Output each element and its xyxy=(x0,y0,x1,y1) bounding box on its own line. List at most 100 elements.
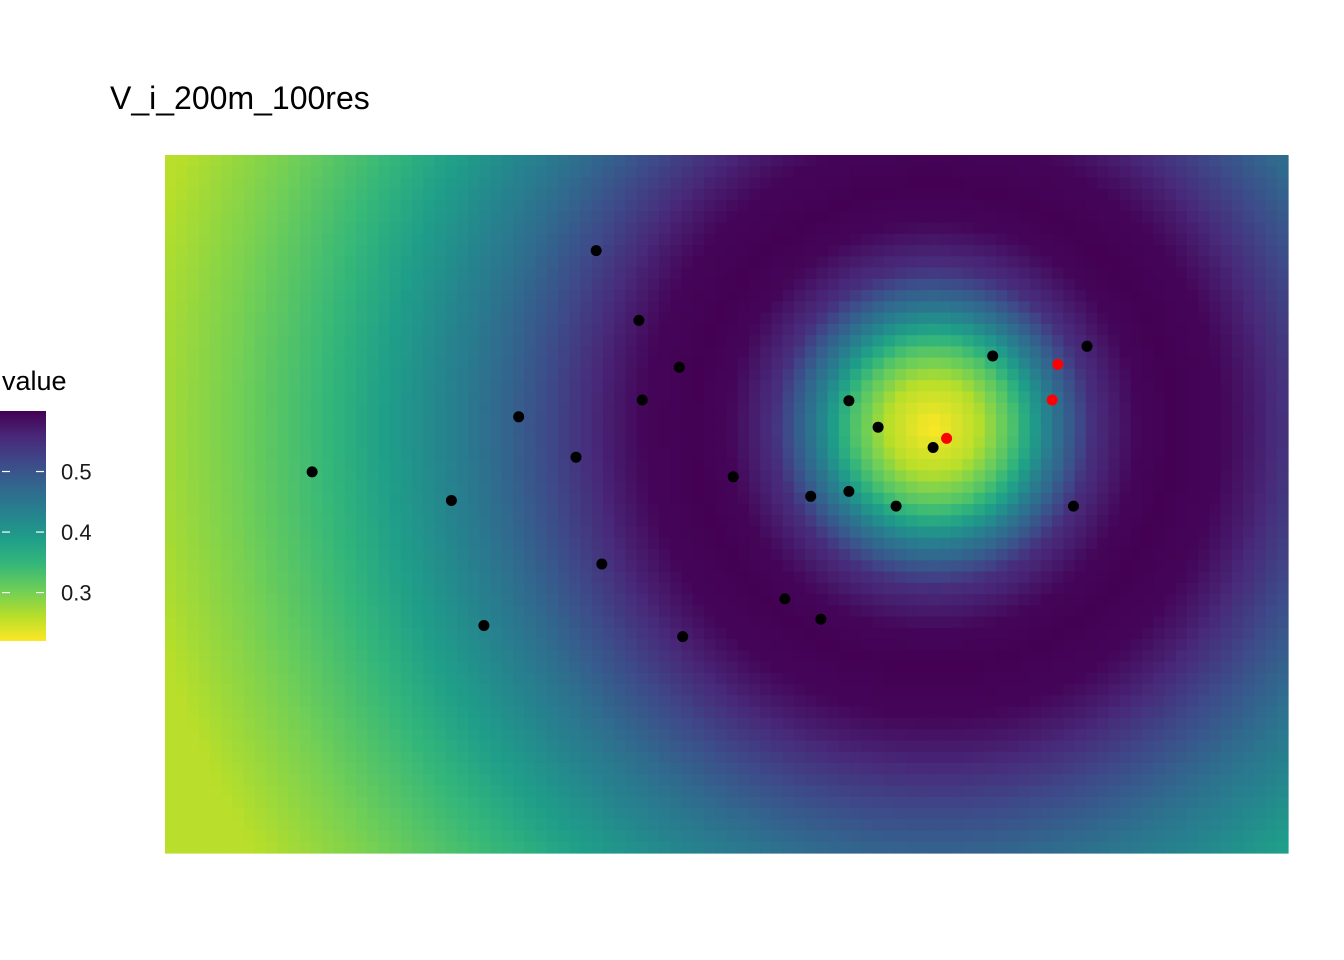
heatmap-cell xyxy=(996,188,1008,201)
heatmap-cell xyxy=(737,335,750,347)
heatmap-cell xyxy=(614,605,627,618)
heatmap-cell xyxy=(1265,211,1278,224)
heatmap-cell xyxy=(692,549,705,561)
heatmap-cell xyxy=(423,402,436,415)
heatmap-cell xyxy=(591,368,604,381)
heatmap-cell xyxy=(1029,695,1042,708)
heatmap-cell xyxy=(456,537,469,550)
heatmap-cell xyxy=(737,661,750,674)
heatmap-cell xyxy=(277,594,290,606)
heatmap-cell xyxy=(737,594,750,606)
heatmap-cell xyxy=(928,661,941,674)
heatmap-cell xyxy=(1254,391,1267,404)
heatmap-cell xyxy=(277,222,290,235)
heatmap-cell xyxy=(355,413,368,426)
heatmap-cell xyxy=(468,470,481,483)
heatmap-cell xyxy=(636,290,649,302)
heatmap-cell xyxy=(1018,312,1031,325)
heatmap-cell xyxy=(266,335,278,347)
heatmap-cell xyxy=(647,515,660,528)
heatmap-cell xyxy=(715,346,728,359)
heatmap-cell xyxy=(647,256,660,269)
heatmap-cell xyxy=(468,639,481,651)
heatmap-cell xyxy=(187,233,200,246)
heatmap-cell xyxy=(243,222,256,235)
heatmap-cell xyxy=(917,627,930,640)
heatmap-cell xyxy=(310,526,323,539)
heatmap-cell xyxy=(1108,605,1121,618)
heatmap-cell xyxy=(939,492,952,505)
heatmap-cell xyxy=(355,436,368,449)
heatmap-cell xyxy=(973,560,986,573)
heatmap-cell xyxy=(704,368,716,381)
heatmap-cell xyxy=(996,245,1008,257)
heatmap-cell xyxy=(1029,560,1042,573)
heatmap-cell xyxy=(1040,233,1053,246)
heatmap-cell xyxy=(894,537,907,550)
heatmap-cell xyxy=(614,413,627,426)
heatmap-cell xyxy=(1029,222,1042,235)
heatmap-cell xyxy=(894,616,907,629)
heatmap-cell xyxy=(647,425,660,438)
heatmap-cell xyxy=(760,470,773,483)
heatmap-cell xyxy=(299,504,312,516)
heatmap-cell xyxy=(1085,188,1098,201)
heatmap-cell xyxy=(456,470,469,483)
heatmap-cell xyxy=(1186,639,1199,651)
heatmap-cell xyxy=(1231,267,1244,280)
heatmap-cell xyxy=(187,672,200,685)
heatmap-cell xyxy=(310,661,323,674)
heatmap-cell xyxy=(524,661,537,674)
heatmap-cell xyxy=(962,188,975,201)
heatmap-cell xyxy=(1276,425,1289,438)
heatmap-cell xyxy=(973,368,986,381)
heatmap-cell xyxy=(614,627,627,640)
heatmap-cell xyxy=(715,413,728,426)
heatmap-cell xyxy=(322,582,335,595)
heatmap-cell xyxy=(850,233,862,246)
heatmap-cell xyxy=(760,639,773,651)
heatmap-cell xyxy=(704,605,716,618)
heatmap-cell xyxy=(838,684,851,696)
heatmap-cell xyxy=(1074,301,1087,314)
heatmap-cell xyxy=(1130,425,1143,438)
heatmap-cell xyxy=(1142,627,1154,640)
heatmap-cell xyxy=(1052,211,1064,224)
heatmap-cell xyxy=(479,278,492,291)
heatmap-cell xyxy=(1007,256,1020,269)
heatmap-cell xyxy=(1243,391,1255,404)
heatmap-cell xyxy=(939,526,952,539)
heatmap-cell xyxy=(524,605,537,618)
heatmap-cell xyxy=(591,470,604,483)
heatmap-cell xyxy=(850,582,862,595)
heatmap-cell xyxy=(1220,267,1233,280)
heatmap-cell xyxy=(996,200,1008,212)
heatmap-cell xyxy=(1175,177,1188,190)
heatmap-cell xyxy=(973,380,986,393)
heatmap-cell xyxy=(479,380,492,393)
heatmap-cell xyxy=(805,672,817,685)
heatmap-cell xyxy=(782,155,795,167)
heatmap-cell xyxy=(591,706,604,719)
heatmap-cell xyxy=(816,200,829,212)
heatmap-cell xyxy=(760,627,773,640)
heatmap-cell xyxy=(1052,447,1064,460)
heatmap-cell xyxy=(569,200,582,212)
heatmap-cell xyxy=(782,301,795,314)
heatmap-cell xyxy=(378,684,391,696)
heatmap-cell xyxy=(389,504,402,516)
heatmap-cell xyxy=(1209,627,1222,640)
heatmap-cell xyxy=(782,290,795,302)
heatmap-cell xyxy=(1209,436,1222,449)
heatmap-cell xyxy=(793,684,806,696)
heatmap-cell xyxy=(614,706,627,719)
heatmap-cell xyxy=(883,380,896,393)
heatmap-cell xyxy=(198,301,211,314)
heatmap-cell xyxy=(850,166,862,179)
heatmap-cell xyxy=(501,301,514,314)
heatmap-cell xyxy=(602,368,615,381)
heatmap-cell xyxy=(681,515,694,528)
heatmap-cell xyxy=(737,492,750,505)
heatmap-cell xyxy=(1254,256,1267,269)
heatmap-cell xyxy=(1130,447,1143,460)
